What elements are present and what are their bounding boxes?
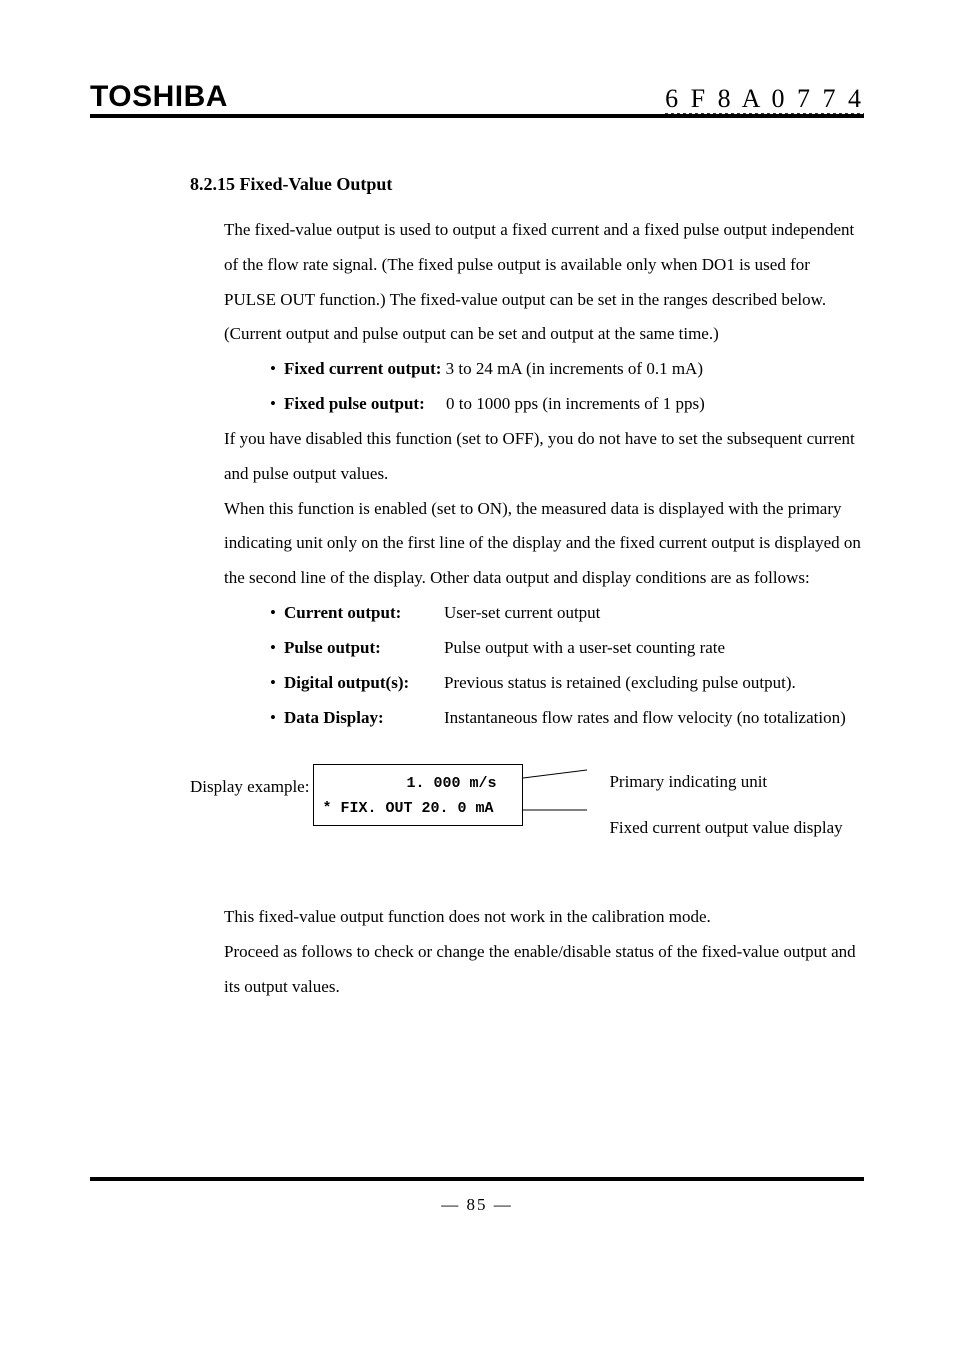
condition-bullet-item: • Current output: User-set current outpu…: [270, 596, 864, 631]
callout-primary-unit: Primary indicating unit: [609, 766, 842, 798]
bullet-label: Fixed pulse output:: [284, 394, 425, 413]
lcd-line-1: 1. 000 m/s: [322, 771, 514, 797]
paragraph-4: This fixed-value output function does no…: [224, 900, 864, 935]
bullet-label: Current output:: [284, 596, 444, 631]
bullet-icon: •: [270, 352, 284, 387]
condition-bullet-item: • Data Display: Instantaneous flow rates…: [270, 701, 864, 736]
brand-logo-text: TOSHIBA: [90, 80, 228, 114]
footer-rule: [90, 1177, 864, 1181]
bullet-text: 3 to 24 mA (in increments of 0.1 mA): [446, 359, 703, 378]
page: TOSHIBA 6 F 8 A 0 7 7 4 8.2.15 Fixed-Val…: [0, 0, 954, 1351]
paragraph-2: If you have disabled this function (set …: [224, 422, 864, 492]
range-bullet-list: • Fixed current output: 3 to 24 mA (in i…: [270, 352, 864, 422]
document-number: 6 F 8 A 0 7 7 4: [665, 84, 864, 114]
bullet-text: Previous status is retained (excluding p…: [444, 666, 864, 701]
paragraph-3: When this function is enabled (set to ON…: [224, 492, 864, 597]
bullet-icon: •: [270, 666, 284, 701]
lcd-line-2: * FIX. OUT 20. 0 mA: [322, 796, 514, 822]
callout-fixed-output: Fixed current output value display: [609, 812, 842, 844]
bullet-icon: •: [270, 631, 284, 666]
lcd-display: 1. 000 m/s * FIX. OUT 20. 0 mA: [313, 764, 523, 826]
page-header: TOSHIBA 6 F 8 A 0 7 7 4: [90, 80, 864, 118]
display-example: Display example: 1. 000 m/s * FIX. OUT 2…: [190, 764, 864, 845]
range-bullet-item: • Fixed current output: 3 to 24 mA (in i…: [270, 352, 864, 387]
condition-bullet-item: • Digital output(s): Previous status is …: [270, 666, 864, 701]
bullet-text: 0 to 1000 pps (in increments of 1 pps): [446, 394, 705, 413]
bullet-label: Data Display:: [284, 701, 444, 736]
paragraph-5: Proceed as follows to check or change th…: [224, 935, 864, 1005]
condition-bullet-list: • Current output: User-set current outpu…: [270, 596, 864, 735]
bullet-icon: •: [270, 596, 284, 631]
section-title: 8.2.15 Fixed-Value Output: [190, 166, 864, 203]
range-bullet-item: • Fixed pulse output: 0 to 1000 pps (in …: [270, 387, 864, 422]
content-area: 8.2.15 Fixed-Value Output The fixed-valu…: [190, 166, 864, 1005]
bullet-text: User-set current output: [444, 596, 864, 631]
display-example-label: Display example:: [190, 764, 309, 805]
bullet-label: Pulse output:: [284, 631, 444, 666]
page-number: — 85 —: [0, 1195, 954, 1215]
callout-labels: Primary indicating unit Fixed current ou…: [609, 764, 842, 845]
bullet-label: Fixed current output:: [284, 359, 441, 378]
bullet-label: Digital output(s):: [284, 666, 444, 701]
bullet-icon: •: [270, 701, 284, 736]
paragraph-1: The fixed-value output is used to output…: [224, 213, 864, 352]
condition-bullet-item: • Pulse output: Pulse output with a user…: [270, 631, 864, 666]
bullet-text: Pulse output with a user-set counting ra…: [444, 631, 864, 666]
bullet-text: Instantaneous flow rates and flow veloci…: [444, 701, 864, 736]
bullet-icon: •: [270, 387, 284, 422]
